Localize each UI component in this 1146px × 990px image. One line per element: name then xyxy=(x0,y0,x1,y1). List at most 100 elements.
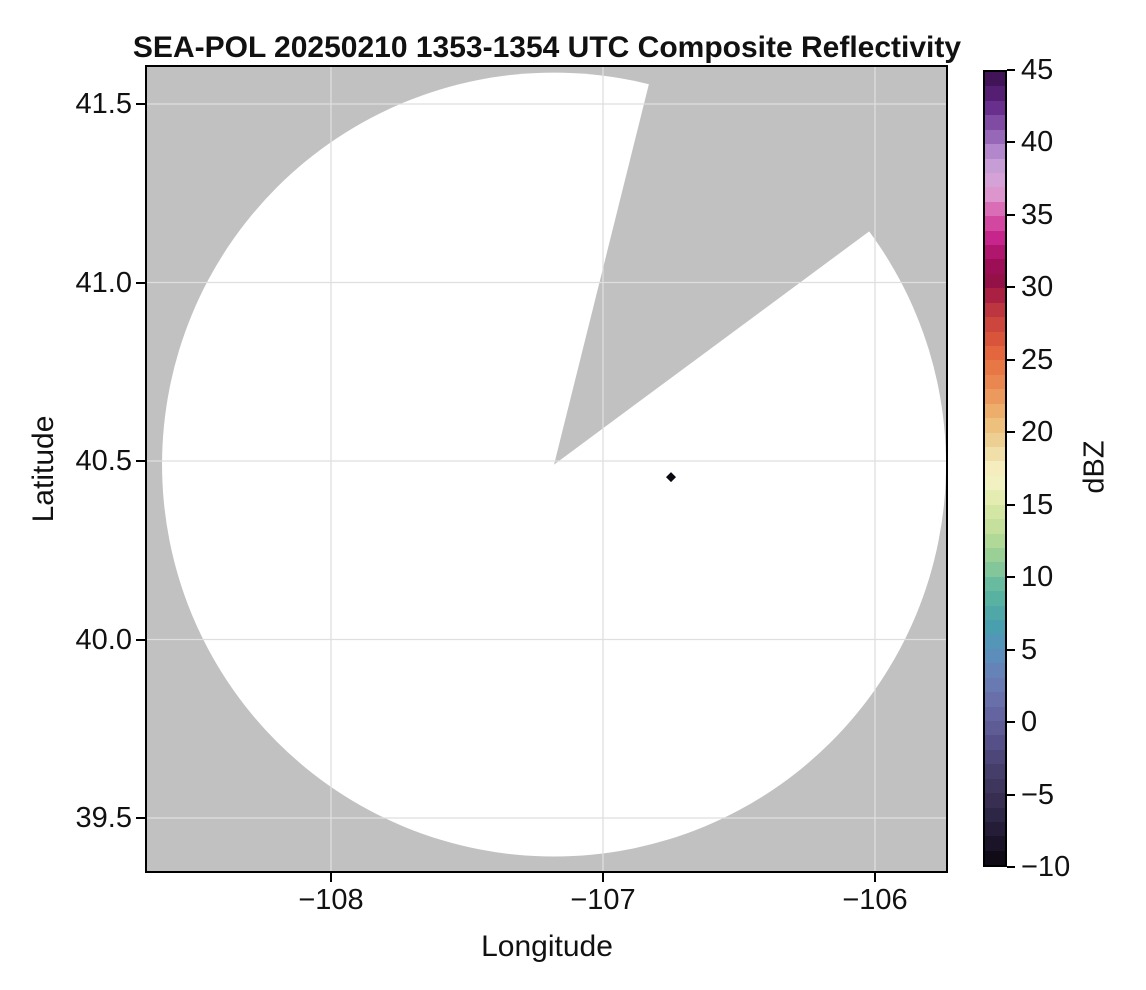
colorbar-band xyxy=(985,446,1005,462)
colorbar-band xyxy=(985,273,1005,289)
colorbar-band xyxy=(985,648,1005,664)
colorbar-tick-label: 10 xyxy=(1021,561,1054,594)
colorbar-band xyxy=(985,735,1005,750)
colorbar-band xyxy=(985,187,1005,202)
colorbar-band xyxy=(985,490,1005,505)
y-tick-mark xyxy=(136,460,145,462)
colorbar-band xyxy=(985,115,1005,130)
colorbar-tick-mark xyxy=(1007,721,1015,724)
colorbar-band xyxy=(985,317,1005,332)
y-tick-label: 41.0 xyxy=(75,266,132,299)
x-tick-mark xyxy=(330,873,332,882)
colorbar-band xyxy=(985,562,1005,577)
colorbar-tick-mark xyxy=(1007,503,1015,506)
y-axis-label: Latitude xyxy=(27,415,60,523)
colorbar-band xyxy=(985,216,1005,231)
colorbar-band xyxy=(985,475,1005,491)
colorbar-band xyxy=(985,403,1005,419)
colorbar-tick-label: 45 xyxy=(1021,54,1054,86)
y-tick-mark xyxy=(136,281,145,284)
x-tick-mark xyxy=(602,873,604,882)
colorbar-band xyxy=(985,346,1005,361)
colorbar-band xyxy=(985,72,1005,87)
colorbar-band xyxy=(985,605,1005,621)
colorbar-band xyxy=(985,533,1005,548)
colorbar-band xyxy=(985,850,1005,866)
colorbar-tick-mark xyxy=(1007,793,1015,796)
colorbar-tick-label: 15 xyxy=(1021,488,1054,521)
colorbar-band xyxy=(985,245,1005,260)
blocked-sector-wedge xyxy=(554,65,918,465)
colorbar-tick-mark xyxy=(1007,358,1015,361)
colorbar-band xyxy=(985,576,1005,592)
colorbar-tick-mark xyxy=(1007,648,1015,651)
x-tick-label: −107 xyxy=(570,884,636,916)
colorbar-tick-mark xyxy=(1007,431,1015,434)
colorbar-tick-label: 35 xyxy=(1021,198,1054,231)
colorbar-tick-label: −5 xyxy=(1021,778,1055,811)
colorbar-band xyxy=(985,288,1005,303)
colorbar-band xyxy=(985,764,1005,779)
colorbar-band xyxy=(985,201,1005,217)
colorbar-axis-label: dBZ xyxy=(1078,440,1111,494)
colorbar-band xyxy=(985,389,1005,404)
colorbar-band xyxy=(985,432,1005,447)
colorbar-band xyxy=(985,418,1005,433)
colorbar-band xyxy=(985,591,1005,606)
colorbar-tick-label: 30 xyxy=(1021,271,1054,304)
colorbar-band xyxy=(985,259,1005,274)
colorbar-tick-label: 40 xyxy=(1021,126,1054,159)
colorbar-band xyxy=(985,504,1005,520)
colorbar-band xyxy=(985,749,1005,765)
y-tick-mark xyxy=(136,103,145,105)
colorbar-band xyxy=(985,620,1005,635)
colorbar-band xyxy=(985,720,1005,736)
colorbar-band xyxy=(985,663,1005,678)
colorbar-band xyxy=(985,331,1005,347)
colorbar-tick-mark xyxy=(1007,141,1015,144)
colorbar xyxy=(983,70,1007,867)
y-tick-label: 40.5 xyxy=(75,445,132,477)
plot-area xyxy=(145,65,948,873)
colorbar-band xyxy=(985,86,1005,101)
colorbar-tick-label: −10 xyxy=(1021,851,1071,883)
colorbar-band xyxy=(985,793,1005,808)
colorbar-tick-mark xyxy=(1007,286,1015,289)
colorbar-band xyxy=(985,547,1005,563)
colorbar-band xyxy=(985,129,1005,145)
colorbar-band xyxy=(985,100,1005,116)
colorbar-band xyxy=(985,836,1005,851)
colorbar-band xyxy=(985,821,1005,837)
y-tick-label: 41.5 xyxy=(75,88,132,120)
colorbar-band xyxy=(985,374,1005,390)
colorbar-tick-mark xyxy=(1007,866,1015,868)
colorbar-band xyxy=(985,230,1005,246)
x-tick-mark xyxy=(874,873,876,882)
colorbar-tick-mark xyxy=(1007,69,1015,71)
x-tick-label: −106 xyxy=(842,884,908,916)
x-tick-label: −108 xyxy=(298,884,364,916)
colorbar-tick-label: 0 xyxy=(1021,706,1038,739)
colorbar-tick-label: 20 xyxy=(1021,416,1054,449)
x-axis-label: Longitude xyxy=(481,930,613,963)
colorbar-tick-label: 5 xyxy=(1021,633,1038,666)
y-tick-mark xyxy=(136,638,145,641)
colorbar-band xyxy=(985,172,1005,188)
colorbar-band xyxy=(985,778,1005,794)
colorbar-band xyxy=(985,302,1005,318)
colorbar-band xyxy=(985,706,1005,721)
colorbar-band xyxy=(985,634,1005,649)
colorbar-band xyxy=(985,677,1005,693)
y-tick-mark xyxy=(136,817,145,819)
colorbar-tick-mark xyxy=(1007,213,1015,216)
chart-title: SEA-POL 20250210 1353-1354 UTC Composite… xyxy=(132,31,962,64)
echo-point-marker xyxy=(666,472,676,483)
colorbar-band xyxy=(985,144,1005,159)
y-tick-label: 40.0 xyxy=(75,623,132,656)
colorbar-band xyxy=(985,360,1005,375)
y-tick-label: 39.5 xyxy=(75,802,132,834)
colorbar-band xyxy=(985,692,1005,707)
plot-border xyxy=(145,65,948,873)
colorbar-band xyxy=(985,519,1005,534)
